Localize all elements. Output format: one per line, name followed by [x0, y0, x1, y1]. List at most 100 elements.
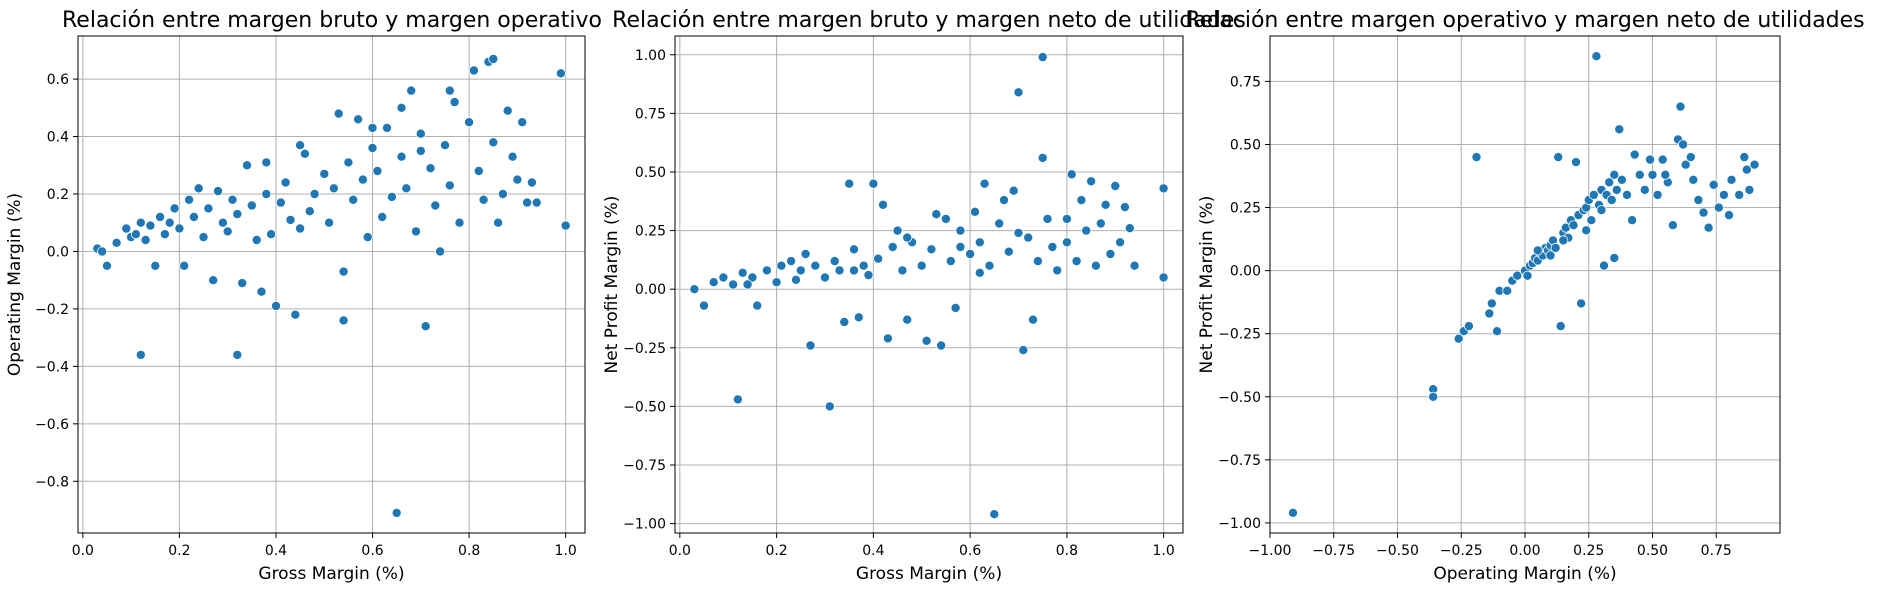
data-point [1558, 235, 1569, 246]
data-point [829, 256, 840, 267]
data-point [266, 229, 277, 240]
x-tick-label: 0.4 [265, 543, 287, 559]
data-point [810, 260, 821, 271]
data-point [435, 246, 446, 257]
data-point [1158, 183, 1169, 194]
data-point [1622, 189, 1633, 200]
x-tick-label: −1.00 [1249, 543, 1292, 559]
data-point [464, 117, 475, 128]
data-point [381, 122, 392, 133]
data-point [1568, 220, 1579, 231]
data-point [1685, 152, 1696, 163]
data-point [1545, 250, 1556, 261]
data-point [1023, 232, 1034, 243]
x-tick-label: −0.50 [1376, 543, 1419, 559]
data-point [251, 234, 262, 245]
data-point [493, 217, 504, 228]
data-point [522, 197, 533, 208]
data-point [699, 300, 710, 311]
data-point [824, 401, 835, 412]
x-tick-label: 0.8 [458, 543, 480, 559]
data-point [916, 260, 927, 271]
y-tick-label: 0.75 [635, 106, 666, 122]
data-point [1718, 189, 1729, 200]
y-axis-label: Net Profit Margin (%) [602, 196, 622, 374]
data-point [999, 195, 1010, 206]
data-point [386, 191, 397, 202]
data-point [488, 137, 499, 148]
data-point [357, 174, 368, 185]
data-point [1586, 215, 1597, 226]
data-point [1492, 326, 1503, 337]
data-point [1028, 314, 1039, 325]
x-tick-label: 1.0 [1153, 543, 1175, 559]
data-point [377, 211, 388, 222]
data-point [1100, 199, 1111, 210]
data-point [921, 335, 932, 346]
data-point [752, 300, 763, 311]
data-point [853, 312, 864, 323]
data-point [955, 225, 966, 236]
data-point [430, 200, 441, 211]
data-point [560, 220, 571, 231]
data-point [497, 188, 508, 199]
data-point [1609, 252, 1620, 263]
data-point [1532, 245, 1543, 256]
data-point [1288, 507, 1299, 518]
data-point [1703, 222, 1714, 233]
data-point [1522, 270, 1533, 281]
data-point [285, 214, 296, 225]
data-point [1095, 218, 1106, 229]
y-tick-label: 0.50 [1230, 137, 1261, 153]
data-point [367, 142, 378, 153]
data-point [1693, 194, 1704, 205]
data-point [858, 260, 869, 271]
data-point [1614, 124, 1625, 135]
data-point [887, 241, 898, 252]
data-point [531, 197, 542, 208]
data-point [1698, 207, 1709, 218]
data-point [1076, 195, 1087, 206]
data-point [159, 229, 170, 240]
data-point [1609, 169, 1620, 180]
data-point [868, 178, 879, 189]
data-point [454, 217, 465, 228]
data-point [1119, 202, 1130, 213]
data-point [708, 277, 719, 288]
data-point [994, 218, 1005, 229]
x-tick-label: 0.8 [1056, 543, 1078, 559]
y-tick-label: 1.00 [635, 48, 666, 64]
x-tick-label: 0.00 [1509, 543, 1540, 559]
data-point [502, 105, 513, 116]
data-point [150, 260, 161, 271]
data-point [1629, 149, 1640, 160]
data-point [940, 213, 951, 224]
y-tick-label: −1.00 [623, 517, 666, 533]
data-point [155, 211, 166, 222]
data-point [1616, 174, 1627, 185]
data-point [1061, 237, 1072, 248]
x-tick-label: 0.4 [862, 543, 884, 559]
data-point [791, 274, 802, 285]
data-point [102, 260, 113, 271]
x-tick-label: 0.6 [361, 543, 383, 559]
data-point [449, 97, 460, 108]
data-point [473, 165, 484, 176]
data-point [1090, 260, 1101, 271]
data-point [140, 234, 151, 245]
data-point [795, 265, 806, 276]
data-point [1744, 184, 1755, 195]
data-point [1678, 139, 1689, 150]
data-point [338, 315, 349, 326]
data-point [1657, 154, 1668, 165]
data-point [1634, 169, 1645, 180]
data-point [1555, 321, 1566, 332]
data-point [849, 244, 860, 255]
data-point [415, 128, 426, 139]
data-point [1726, 174, 1737, 185]
y-tick-label: −0.25 [1218, 327, 1261, 343]
data-point [1512, 270, 1523, 281]
data-point [396, 102, 407, 113]
data-point [507, 151, 518, 162]
